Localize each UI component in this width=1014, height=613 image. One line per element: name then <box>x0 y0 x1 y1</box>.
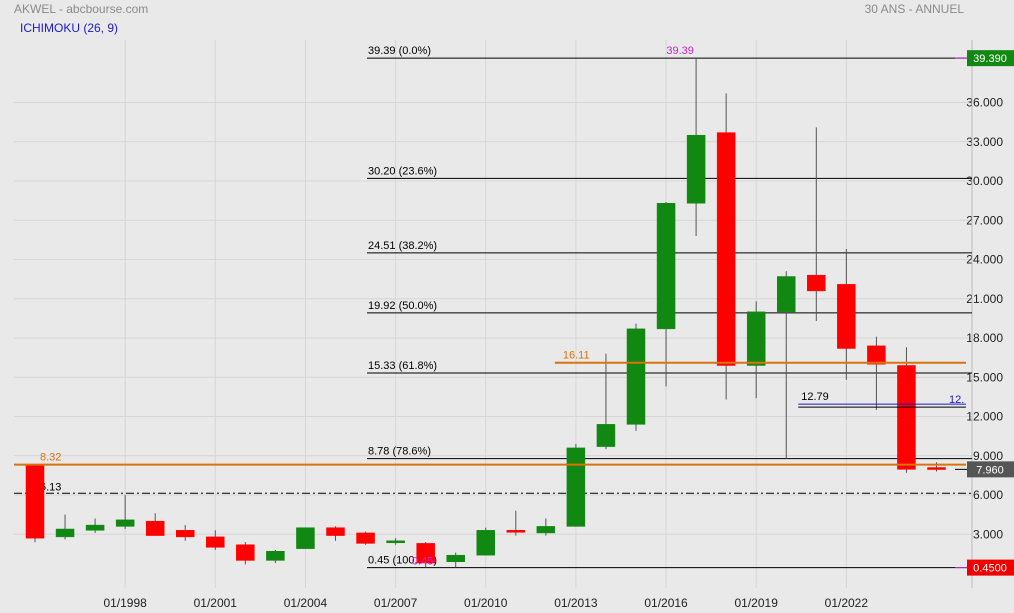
y-tick-label: 33.000 <box>966 135 1003 149</box>
candle-body <box>867 345 886 365</box>
price-badge-low <box>967 559 1014 576</box>
y-tick-label: 6.000 <box>973 488 1003 502</box>
x-tick-label: 01/2022 <box>825 596 869 610</box>
candle-body <box>115 519 135 527</box>
candle-body <box>176 530 195 538</box>
period-label: 30 ANS - ANNUEL <box>864 2 964 16</box>
y-tick-label: 3.000 <box>973 527 1003 541</box>
x-tick-label: 01/2019 <box>735 596 779 610</box>
fib-level-label: 19.92 (50.0%) <box>368 300 437 312</box>
y-tick-label: 30.000 <box>966 174 1003 188</box>
candle-body <box>85 524 105 531</box>
fib-level-label: 15.33 (61.8%) <box>368 360 437 372</box>
candle-body <box>686 134 706 204</box>
fib-level-label: 24.51 (38.2%) <box>368 240 437 252</box>
candle-body <box>927 467 946 470</box>
y-tick-label: 27.000 <box>966 213 1003 227</box>
candle-body <box>837 284 856 349</box>
x-tick-label: 01/2007 <box>374 596 418 610</box>
candle-body <box>446 554 465 562</box>
fib-level-label: 39.39 (0.0%) <box>368 45 431 57</box>
candle-body <box>626 328 646 425</box>
candle-body <box>145 520 165 536</box>
fib-level-label: 30.20 (23.6%) <box>368 165 437 177</box>
y-tick-label: 36.000 <box>966 96 1003 110</box>
support-line-label: 6.13 <box>40 481 61 493</box>
candle-body <box>326 527 345 536</box>
candle-body <box>356 532 375 544</box>
candle-body <box>596 424 616 447</box>
price-badge-high-text: 39.390 <box>973 53 1007 65</box>
candle-body <box>746 311 766 366</box>
candle-body <box>386 540 405 544</box>
candle-body <box>656 203 676 330</box>
indicator-label: ICHIMOKU (26, 9) <box>20 21 119 35</box>
x-tick-label: 01/2016 <box>644 596 688 610</box>
candle-body <box>536 526 556 534</box>
candle-body <box>807 274 826 292</box>
candle-body <box>25 464 45 539</box>
candle-body <box>566 447 586 527</box>
price-badge-low-text: 0.4500 <box>973 563 1007 575</box>
x-tick-label: 01/2010 <box>464 596 508 610</box>
x-tick-label: 01/2004 <box>284 596 328 610</box>
y-tick-label: 15.000 <box>966 370 1003 384</box>
resistance-line-label: 16.11 <box>563 350 590 362</box>
candle-body <box>777 276 796 313</box>
x-tick-label: 01/2001 <box>194 596 238 610</box>
candle-body <box>206 536 225 548</box>
fib-level-label: 8.78 (78.6%) <box>368 446 431 458</box>
max-annotation: 39.39 <box>666 45 694 57</box>
x-tick-label: 01/2013 <box>554 596 598 610</box>
y-tick-label: 21.000 <box>966 292 1003 306</box>
y-tick-label: 12.000 <box>966 410 1003 424</box>
candle-body <box>716 132 736 366</box>
price-badge-last <box>967 461 1014 478</box>
y-tick-label: 9.000 <box>973 449 1003 463</box>
min-annotation: 0.45 <box>412 556 433 568</box>
candle-body <box>416 543 435 564</box>
candle-body <box>296 527 315 549</box>
candle-body <box>476 530 495 556</box>
ichimoku-line-label: 12.79 <box>801 391 829 403</box>
candle-body <box>55 528 75 538</box>
candle-body <box>897 365 916 470</box>
price-badge-high <box>967 50 1014 67</box>
ichimoku-right-label: 12. <box>949 394 964 406</box>
price-badge-last-text: 7.960 <box>976 464 1004 476</box>
chart-title: AKWEL - abcbourse.com <box>14 2 149 16</box>
candle-body <box>506 530 526 533</box>
candle-body <box>266 551 285 561</box>
candle-body <box>236 544 255 561</box>
y-tick-label: 24.000 <box>966 253 1003 267</box>
x-tick-label: 01/1998 <box>103 596 147 610</box>
support-line-orange-label: 8.32 <box>40 452 61 464</box>
y-tick-label: 18.000 <box>966 331 1003 345</box>
